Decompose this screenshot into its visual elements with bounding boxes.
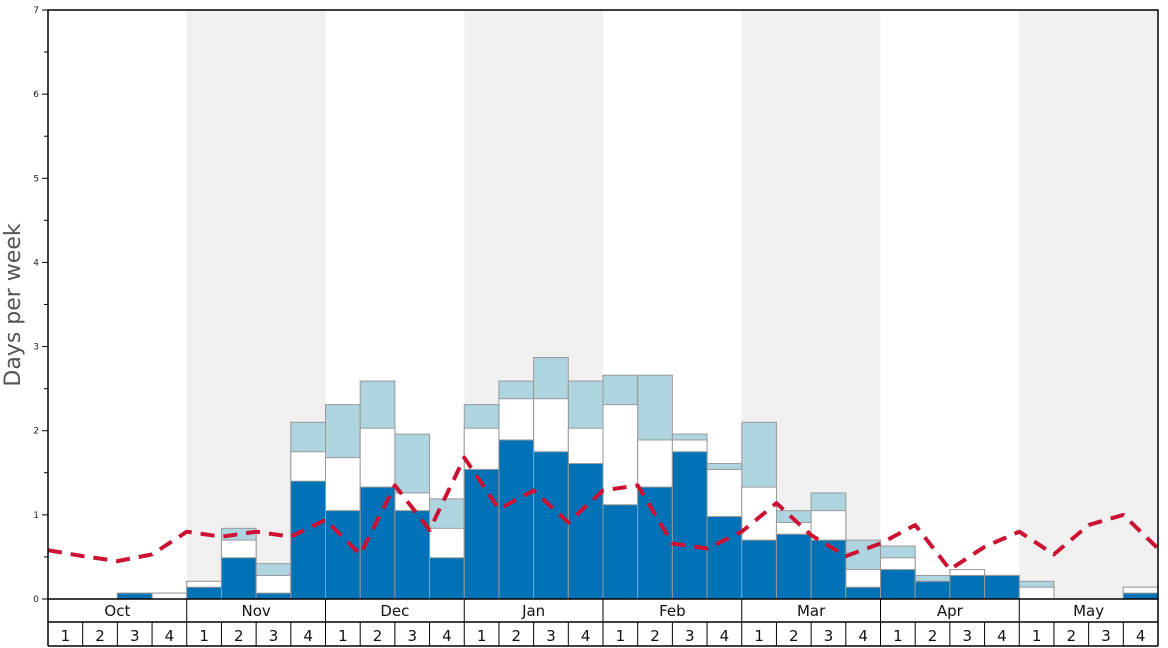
bar-base-7: [255, 592, 292, 600]
month-label-may: May: [1073, 602, 1104, 620]
week-label: 3: [824, 627, 834, 645]
week-label: 3: [1101, 627, 1111, 645]
y-axis-label: Days per week: [1, 223, 26, 386]
week-label: 1: [616, 627, 626, 645]
y-tick-label: 2: [33, 427, 39, 437]
month-band-may: [1019, 10, 1158, 599]
week-label: 4: [997, 627, 1007, 645]
week-label: 4: [1136, 627, 1146, 645]
bar-base-20: [706, 516, 743, 600]
average-line: [47, 455, 1160, 572]
bar-base-6: [220, 557, 257, 600]
y-tick-label: 1: [33, 511, 39, 521]
week-label: 1: [477, 627, 487, 645]
month-bands: [186, 10, 1158, 599]
week-label: 2: [234, 627, 244, 645]
bar-base-32: [1122, 592, 1159, 600]
bar-base-8: [290, 480, 326, 600]
bar-base-12: [429, 557, 465, 600]
bar-base-22: [775, 533, 812, 600]
week-label: 2: [789, 627, 799, 645]
week-label: 1: [61, 627, 71, 645]
bar-base-28: [984, 574, 1020, 600]
week-label: 2: [650, 627, 660, 645]
week-label: 1: [338, 627, 348, 645]
bar-middle-29: [1018, 586, 1055, 600]
week-label: 4: [165, 627, 175, 645]
week-label: 3: [546, 627, 556, 645]
month-label-apr: Apr: [937, 602, 964, 620]
month-label-oct: Oct: [104, 602, 130, 620]
y-tick-label: 7: [33, 6, 39, 16]
bar-base-19: [671, 451, 708, 600]
bar-base-23: [810, 539, 847, 600]
week-label: 1: [754, 627, 764, 645]
week-label: 2: [928, 627, 938, 645]
y-tick-label: 3: [33, 343, 39, 353]
y-axis: 0 1 2 3 4 5 6 7: [33, 6, 48, 605]
week-label: 4: [858, 627, 868, 645]
bar-base-3: [116, 592, 153, 600]
week-label: 3: [407, 627, 417, 645]
week-label: 1: [893, 627, 903, 645]
month-label-mar: Mar: [797, 602, 826, 620]
week-label: 4: [442, 627, 452, 645]
week-label: 3: [130, 627, 140, 645]
week-label: 4: [303, 627, 313, 645]
bar-base-27: [949, 574, 986, 600]
bar-base-18: [637, 486, 673, 600]
bar-base-25: [880, 569, 916, 600]
month-label-nov: Nov: [241, 602, 270, 620]
week-label: 2: [1067, 627, 1077, 645]
bar-base-13: [463, 468, 500, 600]
x-axis: Oct 1 2 3 4 Nov 1 2 3 4 Dec 1 2 3 4 Jan 1 2 3 4 Feb 1 2 3 4 Mar 1 2…: [47, 599, 1159, 647]
y-tick-label: 4: [33, 258, 39, 268]
y-tick-label: 5: [33, 174, 39, 184]
bar-middle-4: [151, 592, 188, 600]
week-label: 4: [720, 627, 730, 645]
bar-base-15: [533, 451, 569, 600]
week-label: 2: [95, 627, 105, 645]
bar-base-24: [845, 586, 881, 600]
week-label: 1: [199, 627, 209, 645]
bar-base-14: [498, 439, 535, 600]
bar-base-16: [567, 463, 604, 600]
week-label: 3: [962, 627, 972, 645]
month-label-feb: Feb: [659, 602, 686, 620]
y-tick-label: 6: [33, 90, 39, 100]
week-label: 2: [373, 627, 383, 645]
week-label: 3: [269, 627, 279, 645]
average-line-group: [47, 455, 1160, 572]
week-label: 1: [1032, 627, 1042, 645]
week-label: 4: [581, 627, 591, 645]
bar-base-21: [741, 539, 777, 600]
bar-base-9: [325, 510, 361, 600]
bar-base-26: [914, 580, 951, 600]
bar-base-5: [186, 586, 222, 600]
bar-base-17: [602, 504, 639, 600]
y-tick-label: 0: [33, 595, 39, 605]
month-label-jan: Jan: [521, 602, 545, 620]
week-label: 3: [685, 627, 695, 645]
month-label-dec: Dec: [380, 602, 409, 620]
week-label: 2: [512, 627, 522, 645]
